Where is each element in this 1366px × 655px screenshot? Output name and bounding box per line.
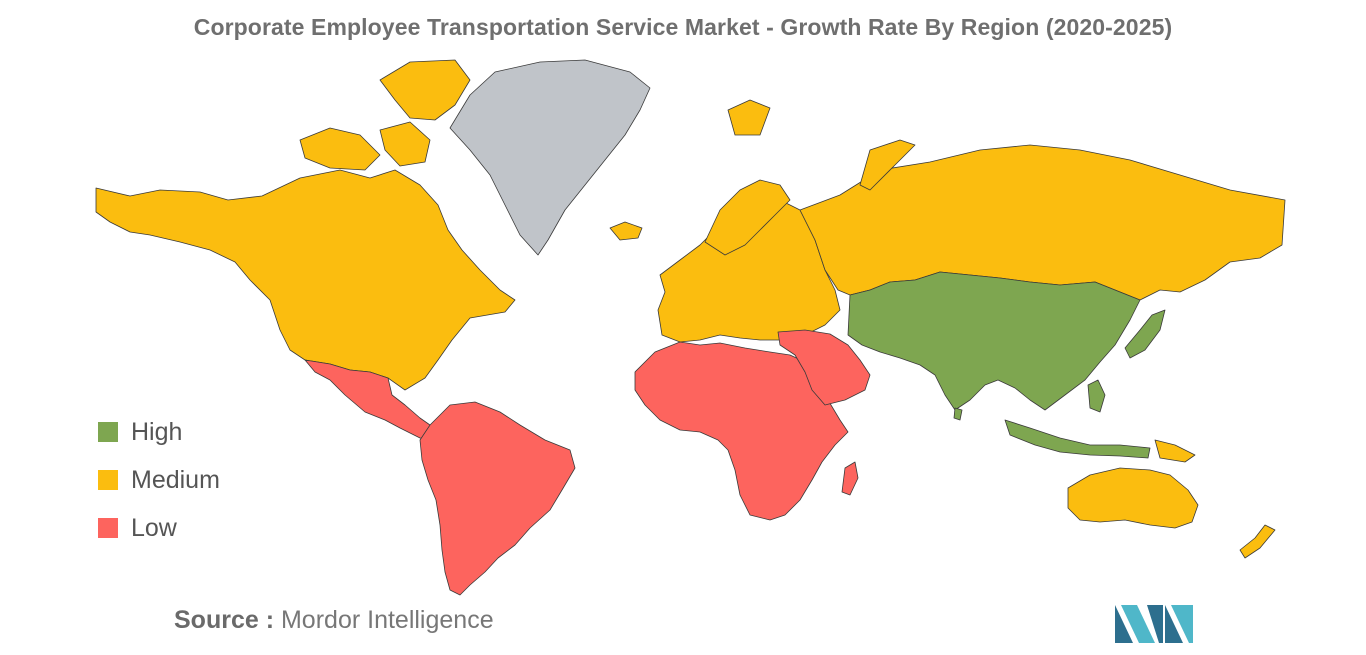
region-north-america	[95, 169, 516, 391]
region-indonesia	[1004, 419, 1151, 459]
region-asia-pacific	[847, 271, 1141, 411]
region-sri-lanka	[953, 407, 963, 421]
region-japan	[1124, 309, 1166, 359]
mordor-intelligence-logo-icon	[1115, 605, 1193, 643]
legend-item-high: High	[98, 408, 220, 456]
legend-label-high: High	[131, 417, 183, 446]
region-canadian-arctic-2	[299, 127, 381, 171]
region-south-america	[419, 401, 576, 596]
legend-item-low: Low	[98, 504, 220, 552]
region-africa	[634, 341, 849, 521]
region-australia	[1067, 467, 1199, 529]
region-canadian-arctic-3	[379, 121, 431, 167]
source-label: Source :	[174, 606, 275, 634]
legend-item-medium: Medium	[98, 456, 220, 504]
region-papua	[1154, 439, 1196, 463]
legend-label-low: Low	[131, 513, 177, 542]
region-canadian-arctic	[379, 59, 471, 121]
region-scandinavia	[704, 179, 791, 256]
legend-label-medium: Medium	[131, 465, 220, 494]
legend-swatch-high	[98, 422, 118, 442]
region-novaya-zemlya	[859, 139, 916, 191]
region-new-zealand	[1239, 524, 1276, 559]
region-middle-east	[777, 329, 871, 406]
region-iceland	[609, 221, 643, 241]
map-legend: High Medium Low	[98, 408, 220, 552]
legend-swatch-low	[98, 518, 118, 538]
region-philippines	[1087, 379, 1106, 413]
map-title: Corporate Employee Transportation Servic…	[193, 14, 1173, 40]
region-greenland	[449, 59, 651, 256]
region-madagascar	[841, 461, 859, 496]
legend-swatch-medium	[98, 470, 118, 490]
source-note: Source : Mordor Intelligence	[174, 606, 494, 635]
region-svalbard	[727, 99, 771, 136]
source-value: Mordor Intelligence	[280, 606, 494, 634]
